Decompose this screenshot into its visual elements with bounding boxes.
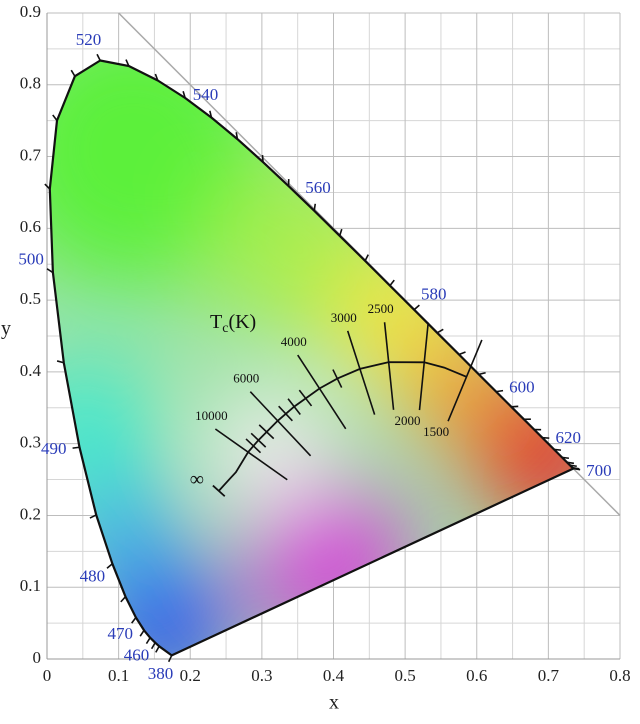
wavelength-label: 500 [18, 249, 44, 268]
y-tick-label: 0.5 [20, 289, 41, 308]
wavelength-tick [236, 132, 237, 139]
infinity-label: ∞ [190, 468, 204, 490]
wavelength-tick [567, 462, 574, 463]
y-tick-label: 0.8 [20, 74, 41, 93]
wavelength-label: 580 [421, 284, 447, 303]
wavelength-tick [121, 597, 126, 602]
x-tick-label: 0.3 [251, 666, 272, 685]
wavelength-tick [262, 155, 263, 162]
wavelength-tick [53, 115, 57, 121]
wavelength-label: 620 [555, 428, 581, 447]
wavelength-tick [479, 373, 486, 375]
temperature-label: 3000 [331, 310, 357, 325]
y-tick-label: 0.9 [20, 2, 41, 21]
planck-unit: (K) [228, 311, 256, 333]
x-tick-label: 0.6 [466, 666, 487, 685]
temperature-label: 10000 [195, 408, 228, 423]
y-tick-label: 0.7 [20, 145, 42, 164]
wavelength-label: 600 [509, 377, 535, 396]
wavelength-tick [459, 352, 466, 355]
x-tick-label: 0.8 [609, 666, 630, 685]
y-tick-label: 0 [33, 648, 42, 667]
wavelength-tick [340, 229, 342, 236]
y-tick-label: 0.4 [20, 361, 42, 380]
temperature-label: 6000 [233, 371, 259, 386]
wavelength-tick [73, 447, 80, 448]
y-axis-label: y [1, 318, 11, 340]
x-tick-label: 0.5 [395, 666, 416, 685]
y-tick-label: 0.3 [20, 433, 41, 452]
wavelength-label: 380 [148, 664, 174, 683]
wavelength-tick [107, 564, 112, 568]
planck-symbol: T [210, 311, 222, 333]
wavelength-tick [140, 630, 144, 636]
wavelength-label: 470 [107, 624, 133, 643]
temperature-label: 1500 [423, 424, 449, 439]
wavelength-tick [554, 449, 561, 450]
wavelength-label: 520 [76, 30, 102, 49]
x-tick-label: 0.2 [180, 666, 201, 685]
wavelength-label: 480 [80, 567, 106, 586]
wavelength-label: 490 [41, 439, 67, 458]
wavelength-tick [562, 457, 569, 458]
x-tick-label: 0.7 [538, 666, 560, 685]
temperature-label: 4000 [281, 334, 307, 349]
wavelength-tick [496, 391, 503, 392]
wavelength-tick [71, 70, 75, 76]
wavelength-tick [390, 280, 394, 286]
wavelength-label: 540 [193, 85, 219, 104]
temperature-label: 2000 [394, 413, 420, 428]
y-tick-label: 0.6 [20, 217, 41, 236]
x-axis-label: x [329, 692, 339, 714]
wavelength-tick [314, 204, 315, 211]
wavelength-label: 700 [586, 461, 612, 480]
wavelength-tick [570, 465, 577, 466]
wavelength-tick [132, 618, 136, 624]
planck-label: Tc(K) [210, 311, 256, 337]
x-tick-label: 0.4 [323, 666, 345, 685]
x-tick-label: 0.1 [108, 666, 129, 685]
y-tick-label: 0.2 [20, 504, 41, 523]
wavelength-tick [573, 469, 580, 470]
wavelength-label: 560 [305, 178, 331, 197]
wavelength-tick [365, 255, 368, 261]
wavelength-label: 460 [124, 645, 150, 664]
temperature-label: 2500 [368, 301, 394, 316]
wavelength-tick [156, 646, 159, 652]
wavelength-tick [437, 329, 443, 333]
wavelength-tick [97, 54, 100, 60]
wavelength-tick [146, 638, 150, 644]
wavelength-tick [414, 305, 419, 310]
x-tick-label: 0 [43, 666, 52, 685]
y-tick-label: 0.1 [20, 576, 41, 595]
